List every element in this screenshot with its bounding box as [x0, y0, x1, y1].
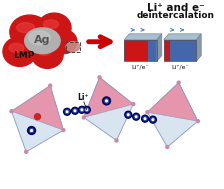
Circle shape	[132, 103, 135, 106]
Text: Li⁺ and e⁻: Li⁺ and e⁻	[147, 3, 205, 13]
Circle shape	[106, 100, 108, 102]
Circle shape	[10, 110, 13, 113]
Bar	[66, 42, 80, 52]
Text: Li⁺/e⁻: Li⁺/e⁻	[171, 64, 189, 69]
Circle shape	[73, 109, 77, 113]
Ellipse shape	[37, 13, 71, 43]
Polygon shape	[147, 83, 198, 121]
Ellipse shape	[10, 15, 49, 49]
Circle shape	[29, 128, 34, 133]
Circle shape	[66, 111, 68, 113]
Polygon shape	[84, 77, 133, 140]
Ellipse shape	[25, 28, 60, 53]
Circle shape	[81, 109, 83, 111]
Circle shape	[146, 111, 149, 114]
Circle shape	[166, 146, 169, 149]
Circle shape	[115, 139, 118, 142]
Text: Li⁺/e⁻: Li⁺/e⁻	[132, 64, 149, 69]
Circle shape	[151, 118, 155, 122]
Circle shape	[143, 117, 147, 121]
Bar	[164, 40, 170, 61]
Circle shape	[126, 113, 130, 117]
Circle shape	[149, 116, 156, 123]
Circle shape	[64, 108, 71, 115]
Circle shape	[25, 150, 28, 153]
Polygon shape	[11, 86, 63, 152]
Circle shape	[31, 130, 32, 131]
Circle shape	[134, 115, 138, 119]
Polygon shape	[11, 86, 63, 130]
Polygon shape	[164, 34, 201, 40]
Circle shape	[78, 106, 85, 113]
Ellipse shape	[17, 23, 34, 33]
Circle shape	[82, 116, 85, 119]
Text: deintercalation: deintercalation	[137, 11, 215, 20]
Circle shape	[83, 106, 90, 113]
Circle shape	[144, 118, 146, 119]
Circle shape	[74, 110, 76, 112]
Circle shape	[196, 120, 199, 123]
Bar	[124, 40, 148, 61]
Circle shape	[127, 114, 129, 115]
Ellipse shape	[51, 30, 77, 53]
Circle shape	[86, 109, 88, 111]
Circle shape	[34, 114, 41, 120]
Circle shape	[152, 119, 154, 120]
Circle shape	[49, 84, 52, 87]
Ellipse shape	[9, 43, 24, 52]
Circle shape	[98, 76, 101, 79]
Circle shape	[103, 97, 110, 105]
Ellipse shape	[66, 42, 80, 52]
Circle shape	[142, 115, 149, 122]
Bar	[148, 40, 157, 61]
Bar	[164, 40, 196, 61]
Circle shape	[62, 129, 65, 132]
Circle shape	[65, 110, 69, 114]
Circle shape	[85, 108, 89, 112]
Circle shape	[28, 127, 36, 134]
Circle shape	[135, 116, 137, 118]
Circle shape	[125, 111, 132, 118]
Text: Ag: Ag	[34, 35, 51, 45]
Bar	[124, 40, 157, 61]
Text: Li⁺: Li⁺	[77, 93, 89, 102]
Polygon shape	[124, 34, 162, 40]
Ellipse shape	[37, 47, 51, 55]
Ellipse shape	[43, 20, 58, 29]
Ellipse shape	[3, 37, 37, 66]
Circle shape	[133, 113, 140, 120]
Polygon shape	[147, 83, 198, 147]
Polygon shape	[196, 34, 201, 61]
Text: LMP: LMP	[13, 51, 34, 60]
Ellipse shape	[32, 41, 63, 68]
Circle shape	[177, 81, 180, 84]
Polygon shape	[84, 77, 133, 117]
Polygon shape	[157, 34, 162, 61]
Bar	[170, 40, 196, 61]
Circle shape	[80, 108, 84, 112]
Circle shape	[104, 99, 109, 103]
Circle shape	[71, 107, 78, 114]
Ellipse shape	[29, 31, 50, 45]
